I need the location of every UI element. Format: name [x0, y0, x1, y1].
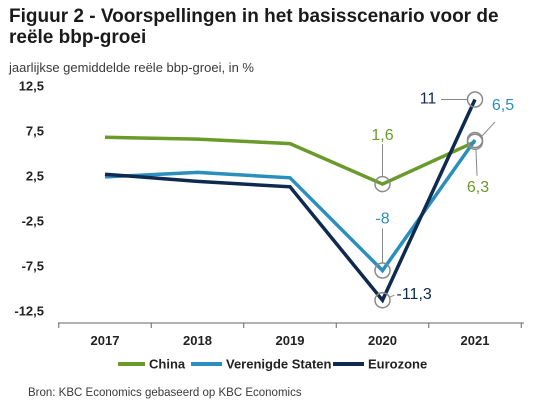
- data-label: 1,6: [371, 127, 393, 144]
- x-tick-label: 2019: [276, 333, 305, 348]
- data-label: 11: [420, 91, 437, 108]
- y-tick-label: 12,5: [19, 79, 44, 94]
- y-tick-label: -2,5: [22, 214, 44, 229]
- chart-legend: China Verenigde Staten Eurozone: [118, 357, 427, 372]
- y-tick-label: 2,5: [26, 169, 44, 184]
- legend-label: Eurozone: [368, 357, 427, 372]
- source-note: Bron: KBC Economics gebaseerd op KBC Eco…: [28, 387, 302, 399]
- data-label: -11,3: [397, 286, 432, 303]
- annotation-leader: [481, 121, 496, 137]
- series-line: [104, 135, 476, 187]
- series-line: [104, 138, 477, 274]
- chart-annotations: 1,6 6,3 -8 6,5 -11,3 11: [371, 91, 514, 309]
- annotation-marker: [374, 175, 391, 193]
- series-line: [104, 98, 477, 304]
- legend-label: China: [149, 357, 186, 372]
- data-label: -8: [375, 211, 389, 228]
- annotation-marker: [374, 262, 391, 279]
- x-tick-label: 2018: [183, 333, 212, 348]
- chart-axes: -12,5 -7,5 -2,5 2,5 7,5 12,5 2017 2018 2019 2020 2…: [14, 79, 524, 348]
- y-tick-label: 7,5: [26, 124, 44, 139]
- y-tick-label: -12,5: [14, 304, 44, 319]
- annotation-marker: [466, 131, 484, 149]
- annotation-marker: [374, 291, 391, 309]
- chart-series: [104, 98, 477, 304]
- x-tick-label: 2020: [368, 333, 397, 348]
- annotation-marker: [466, 91, 484, 108]
- data-label: 6,5: [492, 97, 514, 114]
- y-tick-label: -7,5: [22, 259, 44, 274]
- annotation-leader: [475, 149, 478, 176]
- legend-label: Verenigde Staten: [226, 357, 332, 372]
- x-tick-label: 2021: [461, 333, 490, 348]
- x-tick-label: 2017: [91, 333, 120, 348]
- line-chart: -12,5 -7,5 -2,5 2,5 7,5 12,5 2017 2018 2019 2020 2…: [14, 79, 524, 372]
- chart-subtitle: jaarlijkse gemiddelde reële bbp-groei, i…: [9, 60, 254, 75]
- data-label: 6,3: [467, 179, 489, 196]
- annotation-leader: [389, 294, 395, 298]
- chart-title: Figuur 2 - Voorspellingen in het basissc…: [9, 6, 499, 48]
